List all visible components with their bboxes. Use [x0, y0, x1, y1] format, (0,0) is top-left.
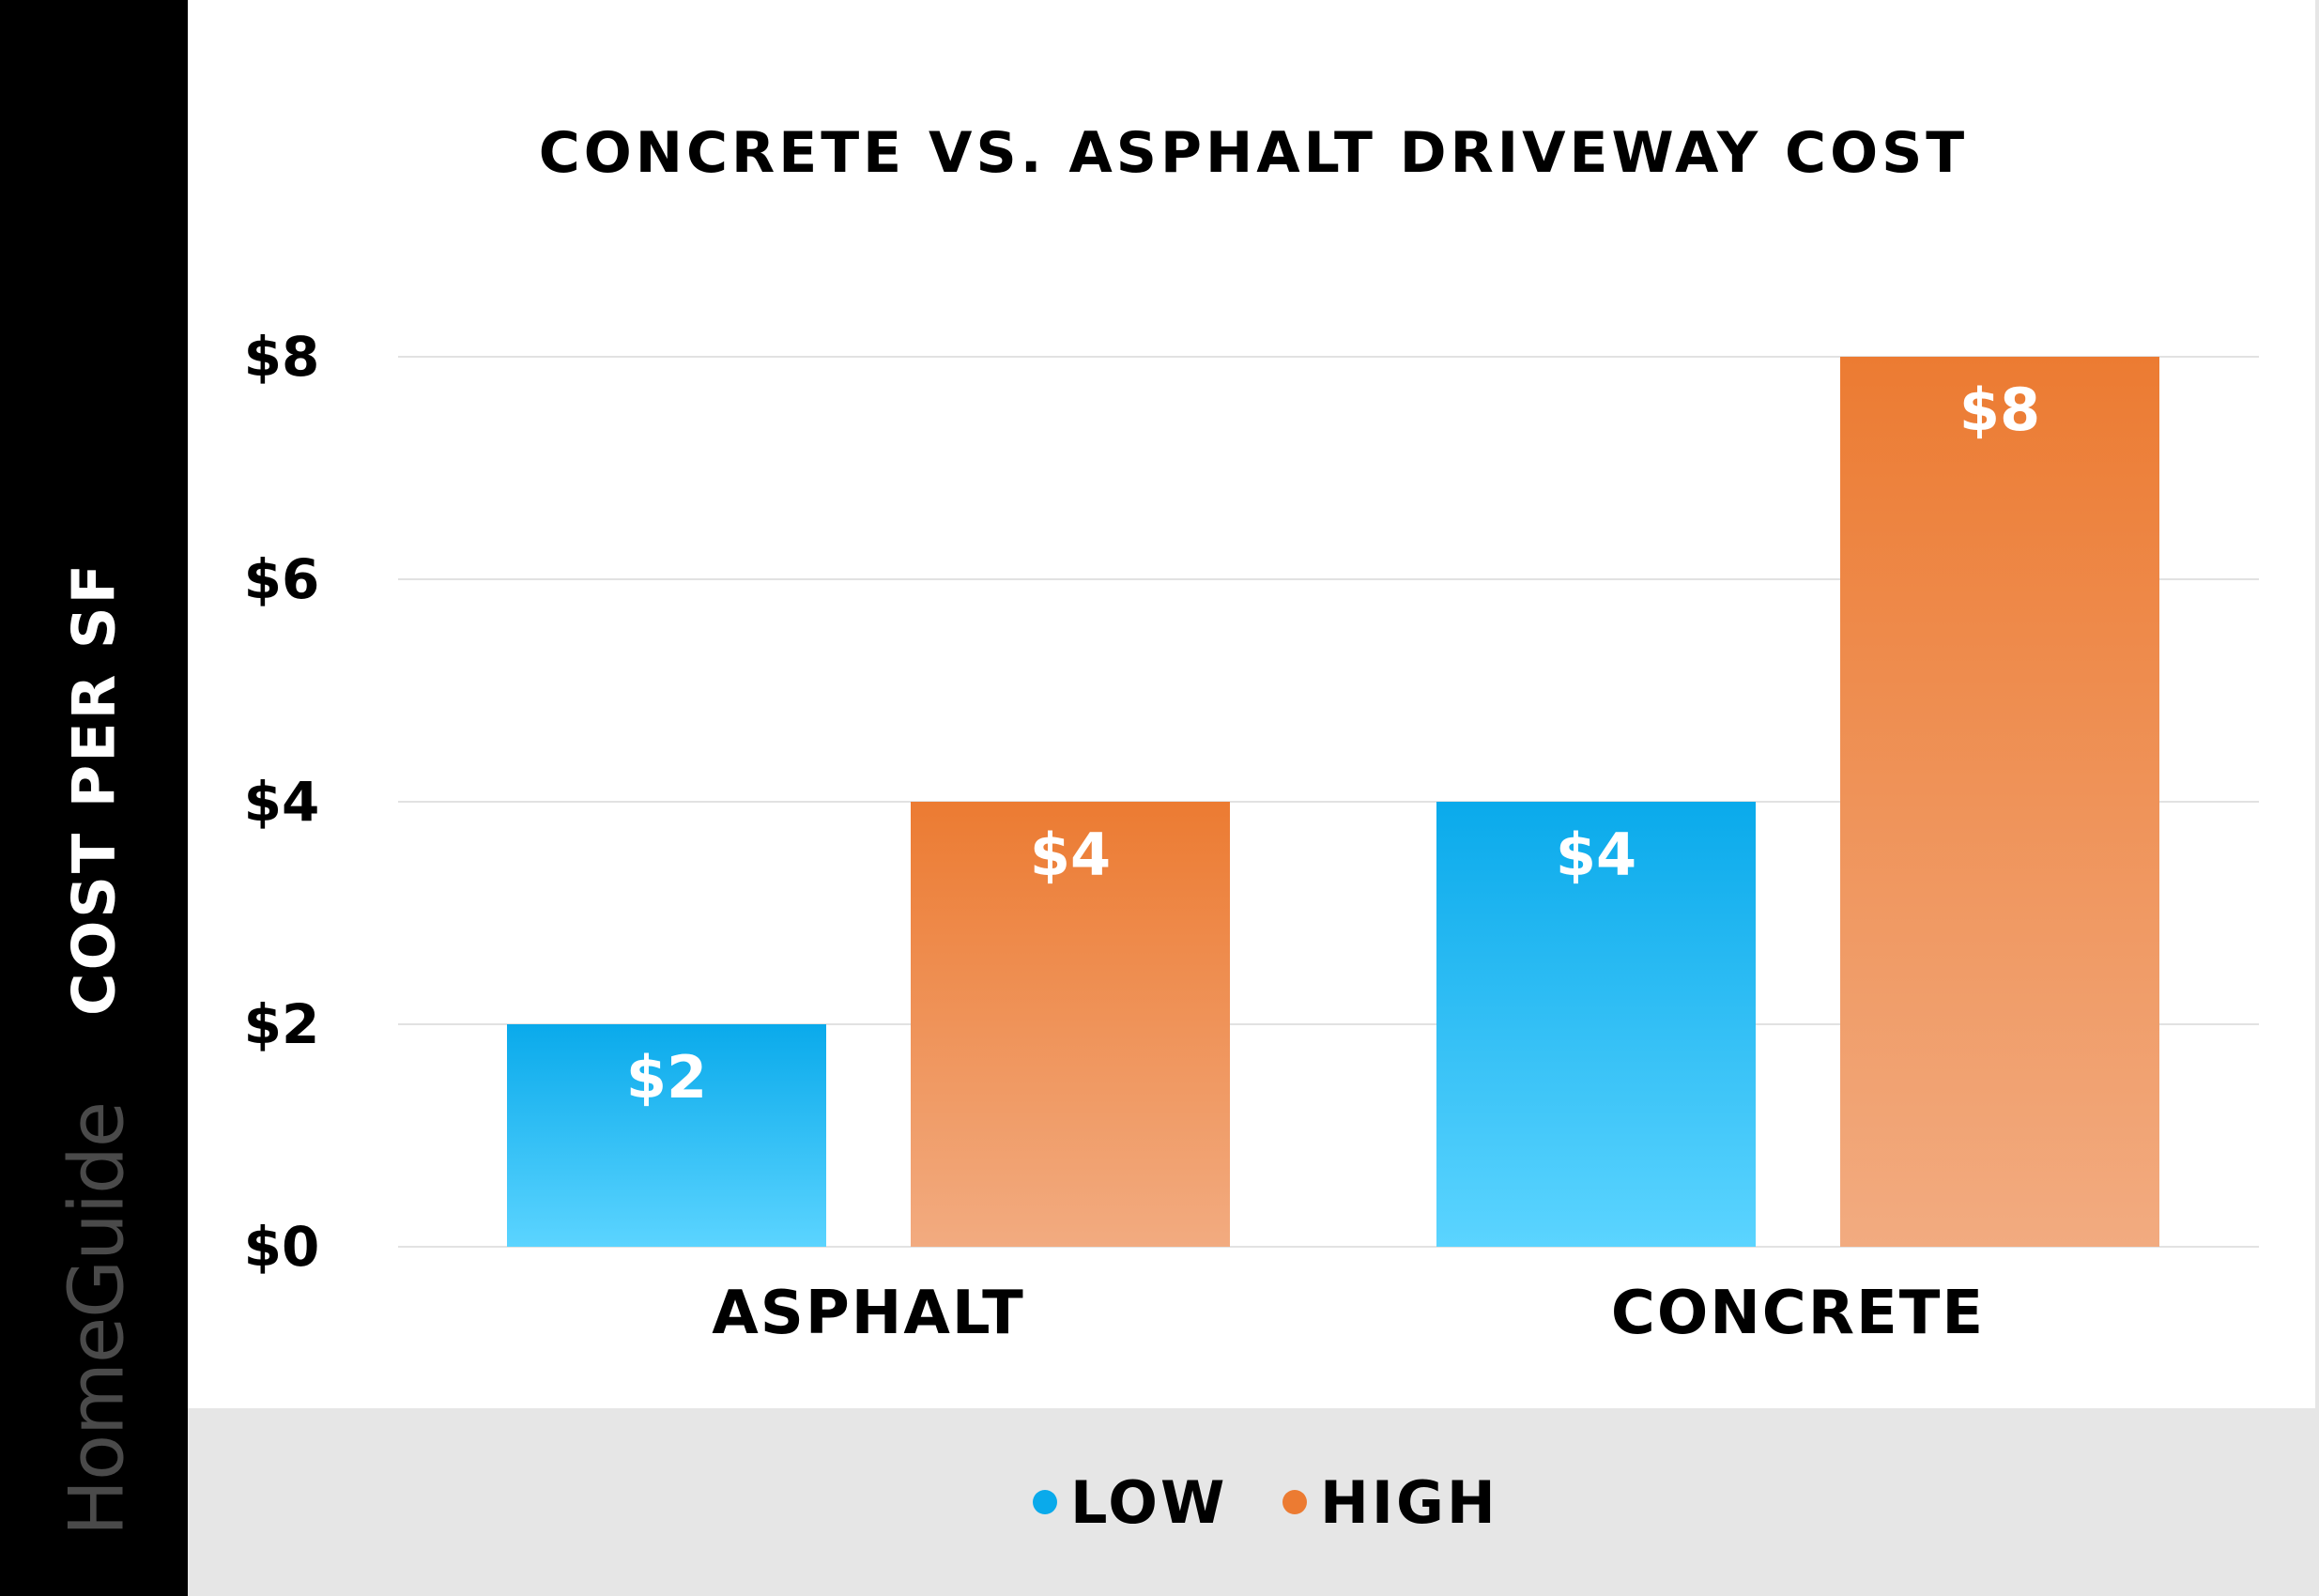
- legend-dot-high-icon: [1282, 1490, 1307, 1514]
- bar-value-label: $8: [1959, 376, 2040, 444]
- legend-item-high: HIGH: [1282, 1465, 1498, 1540]
- legend-label-high: HIGH: [1320, 1467, 1498, 1537]
- legend: LOW HIGH: [188, 1408, 2319, 1596]
- legend-label-low: LOW: [1070, 1467, 1228, 1537]
- frame-edge: [2315, 0, 2319, 1596]
- bar-high-concrete: [1840, 357, 2159, 1247]
- x-category-label: CONCRETE: [1611, 1279, 1985, 1348]
- bar-high-asphalt: [911, 802, 1230, 1247]
- bar-value-label: $4: [1556, 821, 1636, 889]
- y-tick-label: $6: [244, 547, 320, 611]
- y-tick-label: $0: [244, 1215, 320, 1279]
- bar-low-concrete: [1436, 802, 1756, 1247]
- sidebar: COST PER SF HomeGuide: [0, 0, 188, 1596]
- chart-title: CONCRETE VS. ASPHALT DRIVEWAY COST: [538, 120, 1969, 186]
- bar-value-label: $2: [626, 1043, 707, 1112]
- bar-chart: $0 $2 $4 $6 $8 $2 $4 ASPHALT $4 $8 CONCRETE: [244, 325, 2259, 1348]
- x-category-label: ASPHALT: [712, 1279, 1024, 1348]
- legend-item-low: LOW: [1033, 1465, 1227, 1540]
- legend-dot-low-icon: [1033, 1490, 1057, 1514]
- y-tick-label: $2: [244, 992, 320, 1056]
- y-tick-label: $4: [244, 770, 320, 834]
- y-tick-label: $8: [244, 325, 320, 389]
- bar-value-label: $4: [1030, 821, 1111, 889]
- bar-low-asphalt: [507, 1024, 826, 1247]
